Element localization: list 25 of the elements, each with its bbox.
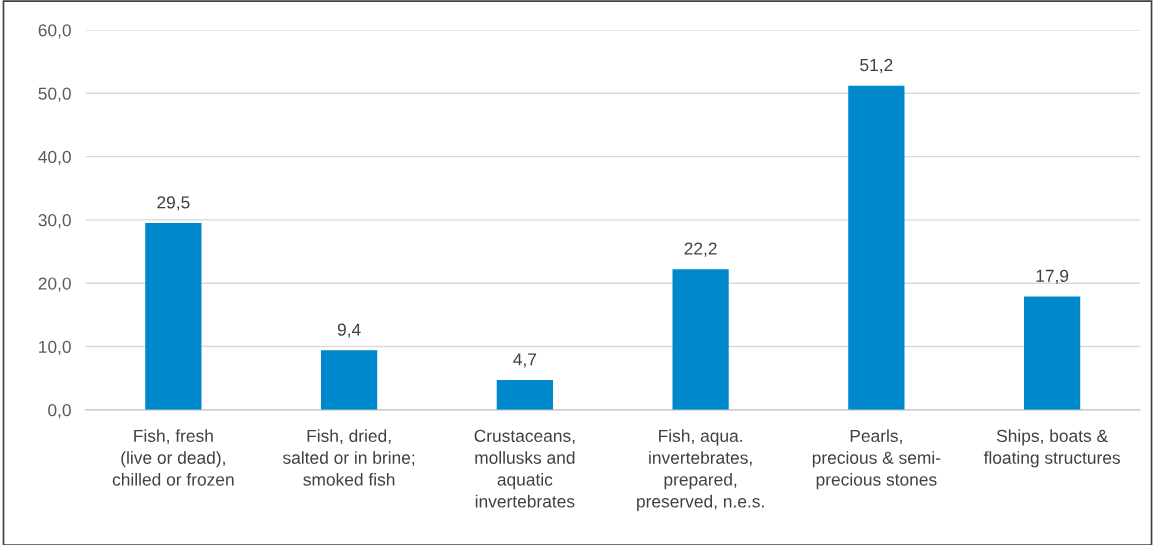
x-tick-label: Fish, fresh (live or dead), chilled or frozen: [112, 429, 234, 486]
data-label: 29,5: [157, 196, 190, 211]
bar: [672, 269, 729, 410]
y-tick-label: 20,0: [38, 277, 71, 292]
bar: [145, 223, 202, 410]
data-label: 4,7: [513, 353, 537, 368]
y-tick-label: 0,0: [48, 404, 71, 419]
data-label: 51,2: [860, 58, 893, 74]
bar: [848, 85, 905, 410]
y-tick-label: 30,0: [38, 214, 71, 229]
y-tick-label: 40,0: [38, 150, 71, 166]
x-tick-label: Fish, aqua. invertebrates, prepared, preserved, n.e.s.: [637, 429, 764, 511]
bar: [496, 380, 553, 410]
x-tick-label: Ships, boats & floating structures: [983, 429, 1120, 468]
x-tick-label: Fish, dried, salted or in brine; smoked fish: [283, 429, 415, 486]
x-tick-label: Crustaceans, mollusks and aquatic invertebrates: [474, 429, 575, 508]
y-tick-label: 10,0: [39, 340, 71, 356]
data-label: 9,4: [337, 323, 361, 338]
bar: [320, 350, 378, 410]
y-tick-label: 60,0: [38, 24, 71, 39]
data-label: 22,2: [684, 242, 717, 257]
bar: [1023, 296, 1081, 410]
data-label: 17,9: [1036, 269, 1069, 285]
x-tick-label: Pearls, precious & semi- precious stones: [812, 429, 941, 490]
y-tick-label: 50,0: [38, 87, 71, 102]
